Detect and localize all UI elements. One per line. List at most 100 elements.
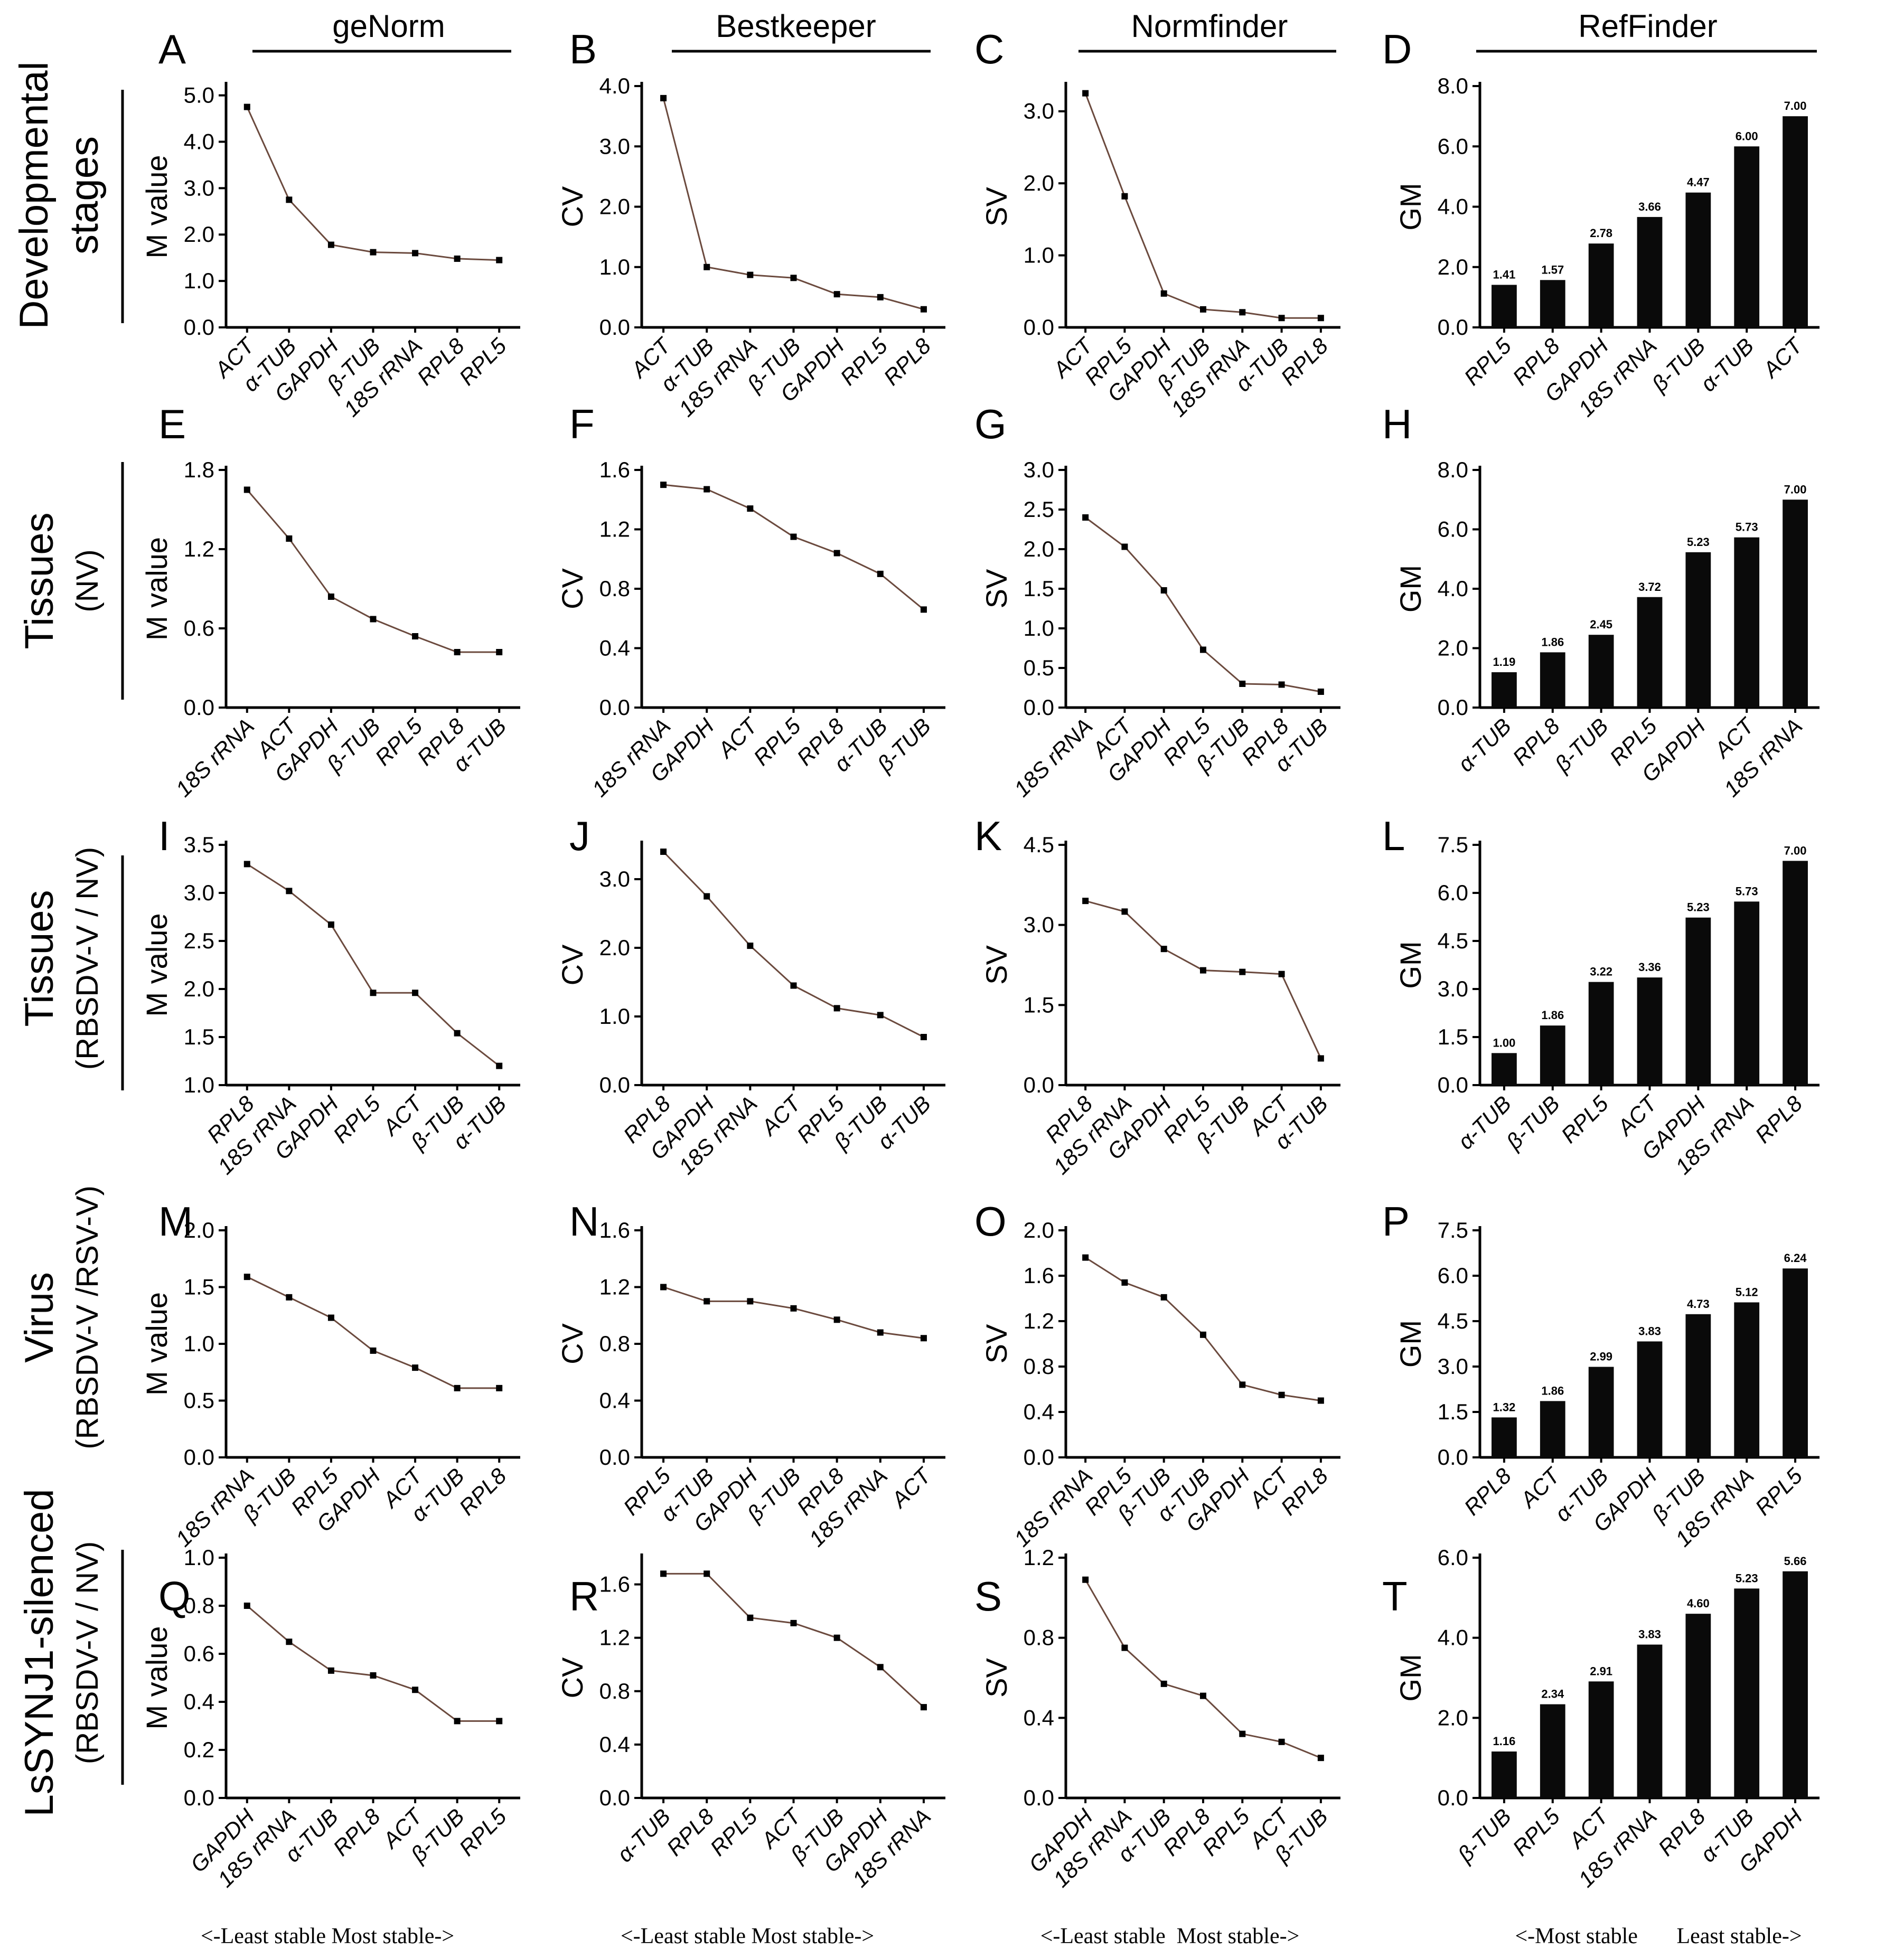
panel-letter-R: R bbox=[569, 1573, 599, 1619]
y-tick-label: 0.0 bbox=[1438, 315, 1468, 340]
bar-RPL8 bbox=[1783, 861, 1808, 1085]
bar-value-label: 3.36 bbox=[1638, 960, 1661, 974]
panel-letter-A: A bbox=[158, 26, 186, 72]
panel-letter-H: H bbox=[1382, 401, 1412, 447]
data-point-RPL8 bbox=[1200, 1692, 1206, 1699]
data-point-18S rRNA bbox=[747, 943, 754, 949]
data-point-18S rRNA bbox=[1121, 1644, 1128, 1651]
bar-value-label: 2.45 bbox=[1590, 618, 1612, 631]
bar-value-label: 5.12 bbox=[1736, 1285, 1758, 1298]
bar-value-label: 1.19 bbox=[1493, 655, 1516, 668]
bar-ACT bbox=[1637, 977, 1663, 1085]
bar-value-label: 1.16 bbox=[1493, 1735, 1516, 1748]
data-point-GAPDH bbox=[327, 241, 334, 248]
data-point-18S rRNA bbox=[1239, 309, 1246, 316]
y-tick-label: 0.8 bbox=[599, 1679, 630, 1703]
data-point-RPL8 bbox=[243, 861, 250, 868]
data-point-RPL5 bbox=[496, 257, 503, 263]
y-tick-label: 1.2 bbox=[184, 536, 214, 561]
data-point-ACT bbox=[412, 990, 419, 996]
bar-value-label: 6.24 bbox=[1784, 1251, 1807, 1265]
data-point-β-TUB bbox=[1239, 681, 1246, 687]
y-tick-label: 5.0 bbox=[184, 83, 214, 108]
y-axis-label: GM bbox=[1394, 941, 1427, 988]
y-tick-label: 0.8 bbox=[599, 1331, 630, 1356]
row-subtitle-silenced: (RBSDV-V / NV) bbox=[70, 1541, 105, 1764]
bar-value-label: 1.41 bbox=[1493, 268, 1516, 281]
data-point-β-TUB bbox=[1239, 968, 1246, 975]
y-tick-label: 0.0 bbox=[1024, 695, 1054, 720]
y-tick-label: 0.8 bbox=[599, 576, 630, 601]
y-tick-label: 0.0 bbox=[599, 695, 630, 720]
category-label: RPL5 bbox=[370, 713, 427, 770]
bar-α-TUB bbox=[1734, 146, 1760, 327]
bar-value-label: 1.86 bbox=[1541, 635, 1564, 648]
panel-letter-O: O bbox=[974, 1198, 1007, 1245]
y-tick-label: 1.2 bbox=[1024, 1308, 1054, 1333]
y-tick-label: 6.0 bbox=[1438, 1263, 1468, 1288]
bar-value-label: 4.73 bbox=[1687, 1297, 1710, 1311]
data-point-β-TUB bbox=[1200, 306, 1206, 313]
y-tick-label: 0.4 bbox=[599, 1388, 630, 1413]
data-point-18S rRNA bbox=[920, 1704, 927, 1711]
data-point-α-TUB bbox=[660, 1570, 667, 1577]
category-label: RPL8 bbox=[328, 1804, 385, 1861]
series-line bbox=[1085, 516, 1321, 693]
bar-RPL5 bbox=[1540, 1704, 1565, 1798]
y-tick-label: 0.0 bbox=[1024, 1072, 1054, 1097]
bar-value-label: 7.00 bbox=[1784, 844, 1807, 857]
panel-letter-J: J bbox=[569, 813, 590, 859]
series-line bbox=[1085, 1257, 1321, 1401]
series-line bbox=[1085, 900, 1322, 1059]
panel-letter-M: M bbox=[158, 1198, 193, 1245]
bar-β-TUB bbox=[1540, 1025, 1565, 1085]
y-tick-label: 1.5 bbox=[1438, 1399, 1468, 1424]
y-axis-label: GM bbox=[1394, 1654, 1427, 1701]
category-label: α-TUB bbox=[1453, 1091, 1516, 1154]
data-point-RPL5 bbox=[1239, 1730, 1246, 1737]
category-label: α-TUB bbox=[1695, 333, 1758, 396]
panel-letter-T: T bbox=[1382, 1573, 1408, 1619]
category-label: β-TUB bbox=[1452, 1804, 1516, 1868]
data-point-RPL8 bbox=[920, 306, 927, 313]
data-point-RPL5 bbox=[877, 294, 884, 300]
data-point-ACT bbox=[412, 1364, 419, 1371]
y-axis-label: SV bbox=[980, 945, 1013, 985]
y-tick-label: 2.5 bbox=[184, 928, 214, 953]
bar-value-label: 5.23 bbox=[1736, 1571, 1758, 1585]
data-point-RPL5 bbox=[747, 1614, 754, 1621]
bar-RPL5 bbox=[1492, 285, 1517, 327]
data-point-GAPDH bbox=[1160, 587, 1167, 594]
bar-value-label: 3.72 bbox=[1638, 580, 1661, 594]
data-point-18S rRNA bbox=[1121, 908, 1128, 915]
y-axis-label: SV bbox=[980, 1324, 1013, 1363]
y-tick-label: 2.0 bbox=[1024, 171, 1054, 195]
data-point-α-TUB bbox=[704, 263, 710, 270]
y-tick-label: 0.6 bbox=[184, 616, 214, 641]
series-line bbox=[247, 1276, 500, 1389]
row-title-virus: Virus bbox=[17, 1272, 62, 1363]
category-label: 18S rRNA bbox=[1009, 713, 1098, 802]
data-point-RPL5 bbox=[1200, 646, 1206, 653]
category-label: RPL5 bbox=[705, 1804, 762, 1861]
data-point-β-TUB bbox=[920, 606, 927, 613]
bar-β-TUB bbox=[1685, 1314, 1711, 1457]
data-point-RPL5 bbox=[790, 533, 797, 540]
y-tick-label: 3.0 bbox=[1024, 912, 1054, 937]
data-point-RPL8 bbox=[1317, 1397, 1324, 1404]
row-subtitle-tissues-rbsdv: (RBSDV-V / NV) bbox=[70, 847, 105, 1070]
y-axis-label: M value bbox=[140, 1292, 173, 1396]
bar-value-label: 1.86 bbox=[1541, 1384, 1564, 1397]
y-tick-label: 3.0 bbox=[599, 867, 630, 891]
panel-A: A0.01.02.03.04.05.0M valueACTα-TUBGAPDHβ… bbox=[140, 26, 520, 421]
category-label: RPL8 bbox=[412, 333, 469, 390]
panel-letter-K: K bbox=[974, 813, 1002, 859]
data-point-RPL8 bbox=[833, 1316, 840, 1323]
y-tick-label: 0.0 bbox=[184, 1445, 214, 1470]
panel-letter-N: N bbox=[569, 1198, 599, 1245]
data-point-18S rRNA bbox=[1082, 1254, 1089, 1261]
y-tick-label: 0.8 bbox=[1024, 1625, 1054, 1650]
bar-RPL5 bbox=[1588, 982, 1614, 1085]
